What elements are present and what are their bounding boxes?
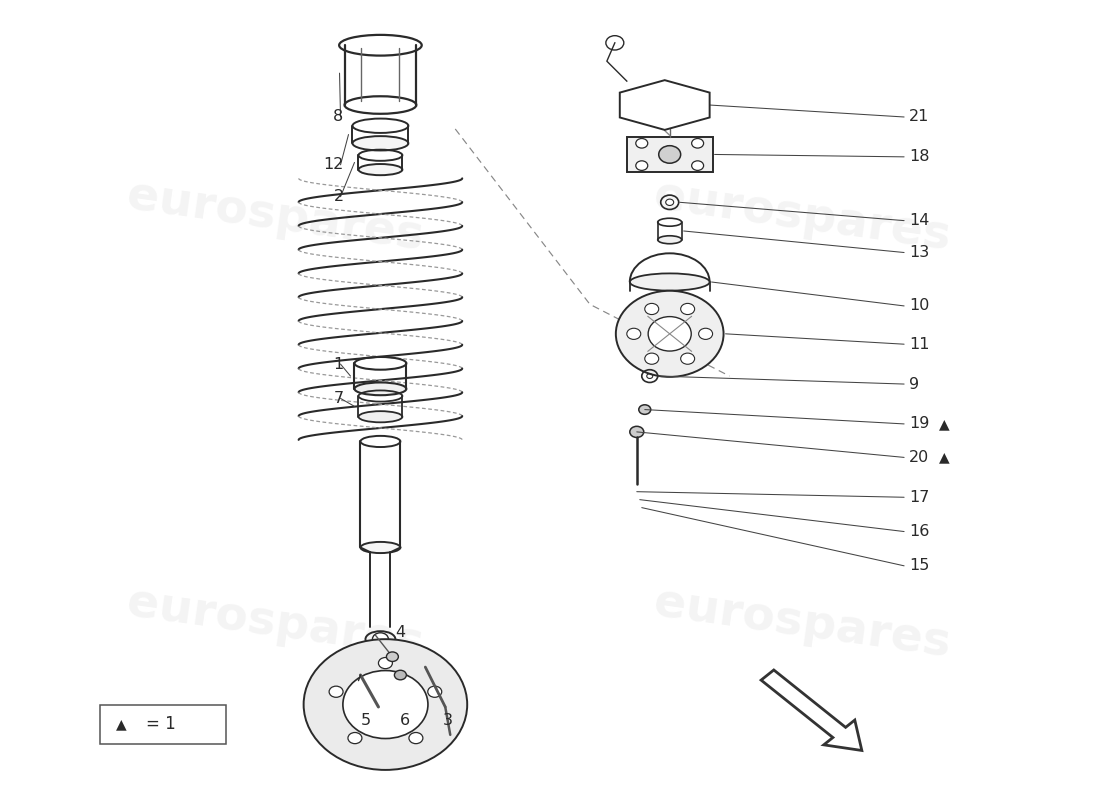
Text: 8: 8: [333, 110, 343, 125]
Circle shape: [395, 670, 406, 680]
Circle shape: [690, 91, 702, 101]
Text: 20: 20: [909, 450, 929, 465]
Ellipse shape: [354, 382, 406, 395]
Circle shape: [628, 91, 639, 101]
Circle shape: [648, 317, 691, 351]
Circle shape: [627, 328, 641, 339]
Circle shape: [681, 353, 694, 364]
Text: 4: 4: [395, 626, 406, 640]
Text: eurospares: eurospares: [124, 174, 427, 260]
Circle shape: [698, 328, 713, 339]
Ellipse shape: [359, 164, 403, 175]
Circle shape: [329, 686, 343, 698]
Text: eurospares: eurospares: [124, 580, 427, 666]
Circle shape: [409, 733, 422, 744]
Circle shape: [645, 353, 659, 364]
Text: ▲: ▲: [939, 417, 949, 431]
Circle shape: [659, 146, 681, 163]
Text: 21: 21: [909, 110, 929, 125]
Circle shape: [348, 733, 362, 744]
FancyArrow shape: [761, 670, 861, 750]
Circle shape: [645, 303, 659, 314]
Text: 2: 2: [333, 190, 343, 204]
Text: 9: 9: [909, 377, 920, 391]
Text: 15: 15: [909, 558, 929, 574]
Circle shape: [659, 118, 671, 127]
Circle shape: [386, 652, 398, 662]
Bar: [100, 705, 227, 744]
Text: 5: 5: [361, 713, 371, 728]
Circle shape: [378, 658, 393, 669]
Text: 1: 1: [333, 357, 343, 372]
Text: 16: 16: [909, 524, 929, 539]
Bar: [627, 137, 713, 172]
Text: 3: 3: [443, 713, 453, 728]
Circle shape: [304, 639, 468, 770]
Text: 13: 13: [909, 245, 929, 260]
Text: 17: 17: [909, 490, 929, 505]
Circle shape: [692, 138, 704, 148]
Text: eurospares: eurospares: [651, 174, 954, 260]
Circle shape: [636, 161, 648, 170]
Text: 19: 19: [909, 417, 929, 431]
Text: 12: 12: [323, 158, 343, 172]
Ellipse shape: [352, 136, 408, 150]
Ellipse shape: [359, 411, 403, 422]
Text: 7: 7: [333, 391, 343, 406]
Text: 18: 18: [909, 150, 929, 164]
Polygon shape: [619, 80, 710, 130]
Circle shape: [343, 670, 428, 738]
Circle shape: [692, 161, 704, 170]
Ellipse shape: [658, 236, 682, 244]
Text: ▲: ▲: [116, 718, 127, 731]
Ellipse shape: [361, 542, 400, 553]
Text: 10: 10: [909, 298, 929, 314]
Ellipse shape: [630, 274, 710, 290]
Circle shape: [681, 303, 694, 314]
Circle shape: [639, 405, 651, 414]
Circle shape: [630, 426, 644, 438]
Text: 6: 6: [400, 713, 410, 728]
Text: 11: 11: [909, 337, 929, 352]
Text: ▲: ▲: [939, 450, 949, 464]
Text: 14: 14: [909, 213, 929, 228]
Circle shape: [616, 290, 724, 377]
Circle shape: [373, 633, 388, 646]
Text: eurospares: eurospares: [651, 580, 954, 666]
Text: = 1: = 1: [146, 715, 176, 734]
Circle shape: [428, 686, 442, 698]
Circle shape: [636, 138, 648, 148]
